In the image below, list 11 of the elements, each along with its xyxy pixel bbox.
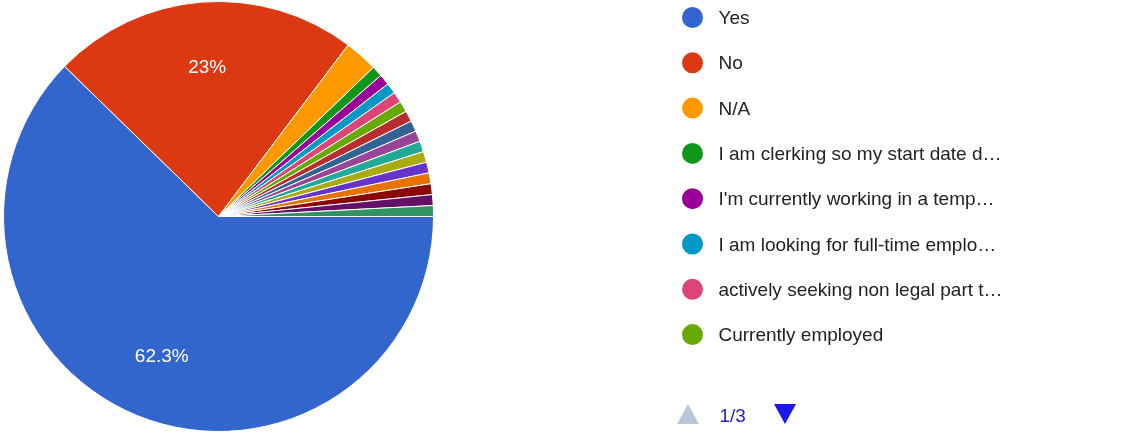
data-label: 62.3% <box>134 345 189 367</box>
legend-label: I'm currently working in a temp… <box>718 188 995 210</box>
legend-label: I am looking for full-time emplo… <box>718 233 997 255</box>
legend-label: actively seeking non legal part t… <box>718 278 1003 300</box>
legend-label: Currently employed <box>718 324 884 346</box>
data-label: 23% <box>188 55 227 77</box>
text: 1/3 <box>719 405 746 426</box>
legend-label: No <box>718 52 743 74</box>
legend-label: I am clerking so my start date d… <box>718 142 1002 164</box>
legend-label: Yes <box>718 7 750 28</box>
legend-label: N/A <box>718 97 751 119</box>
